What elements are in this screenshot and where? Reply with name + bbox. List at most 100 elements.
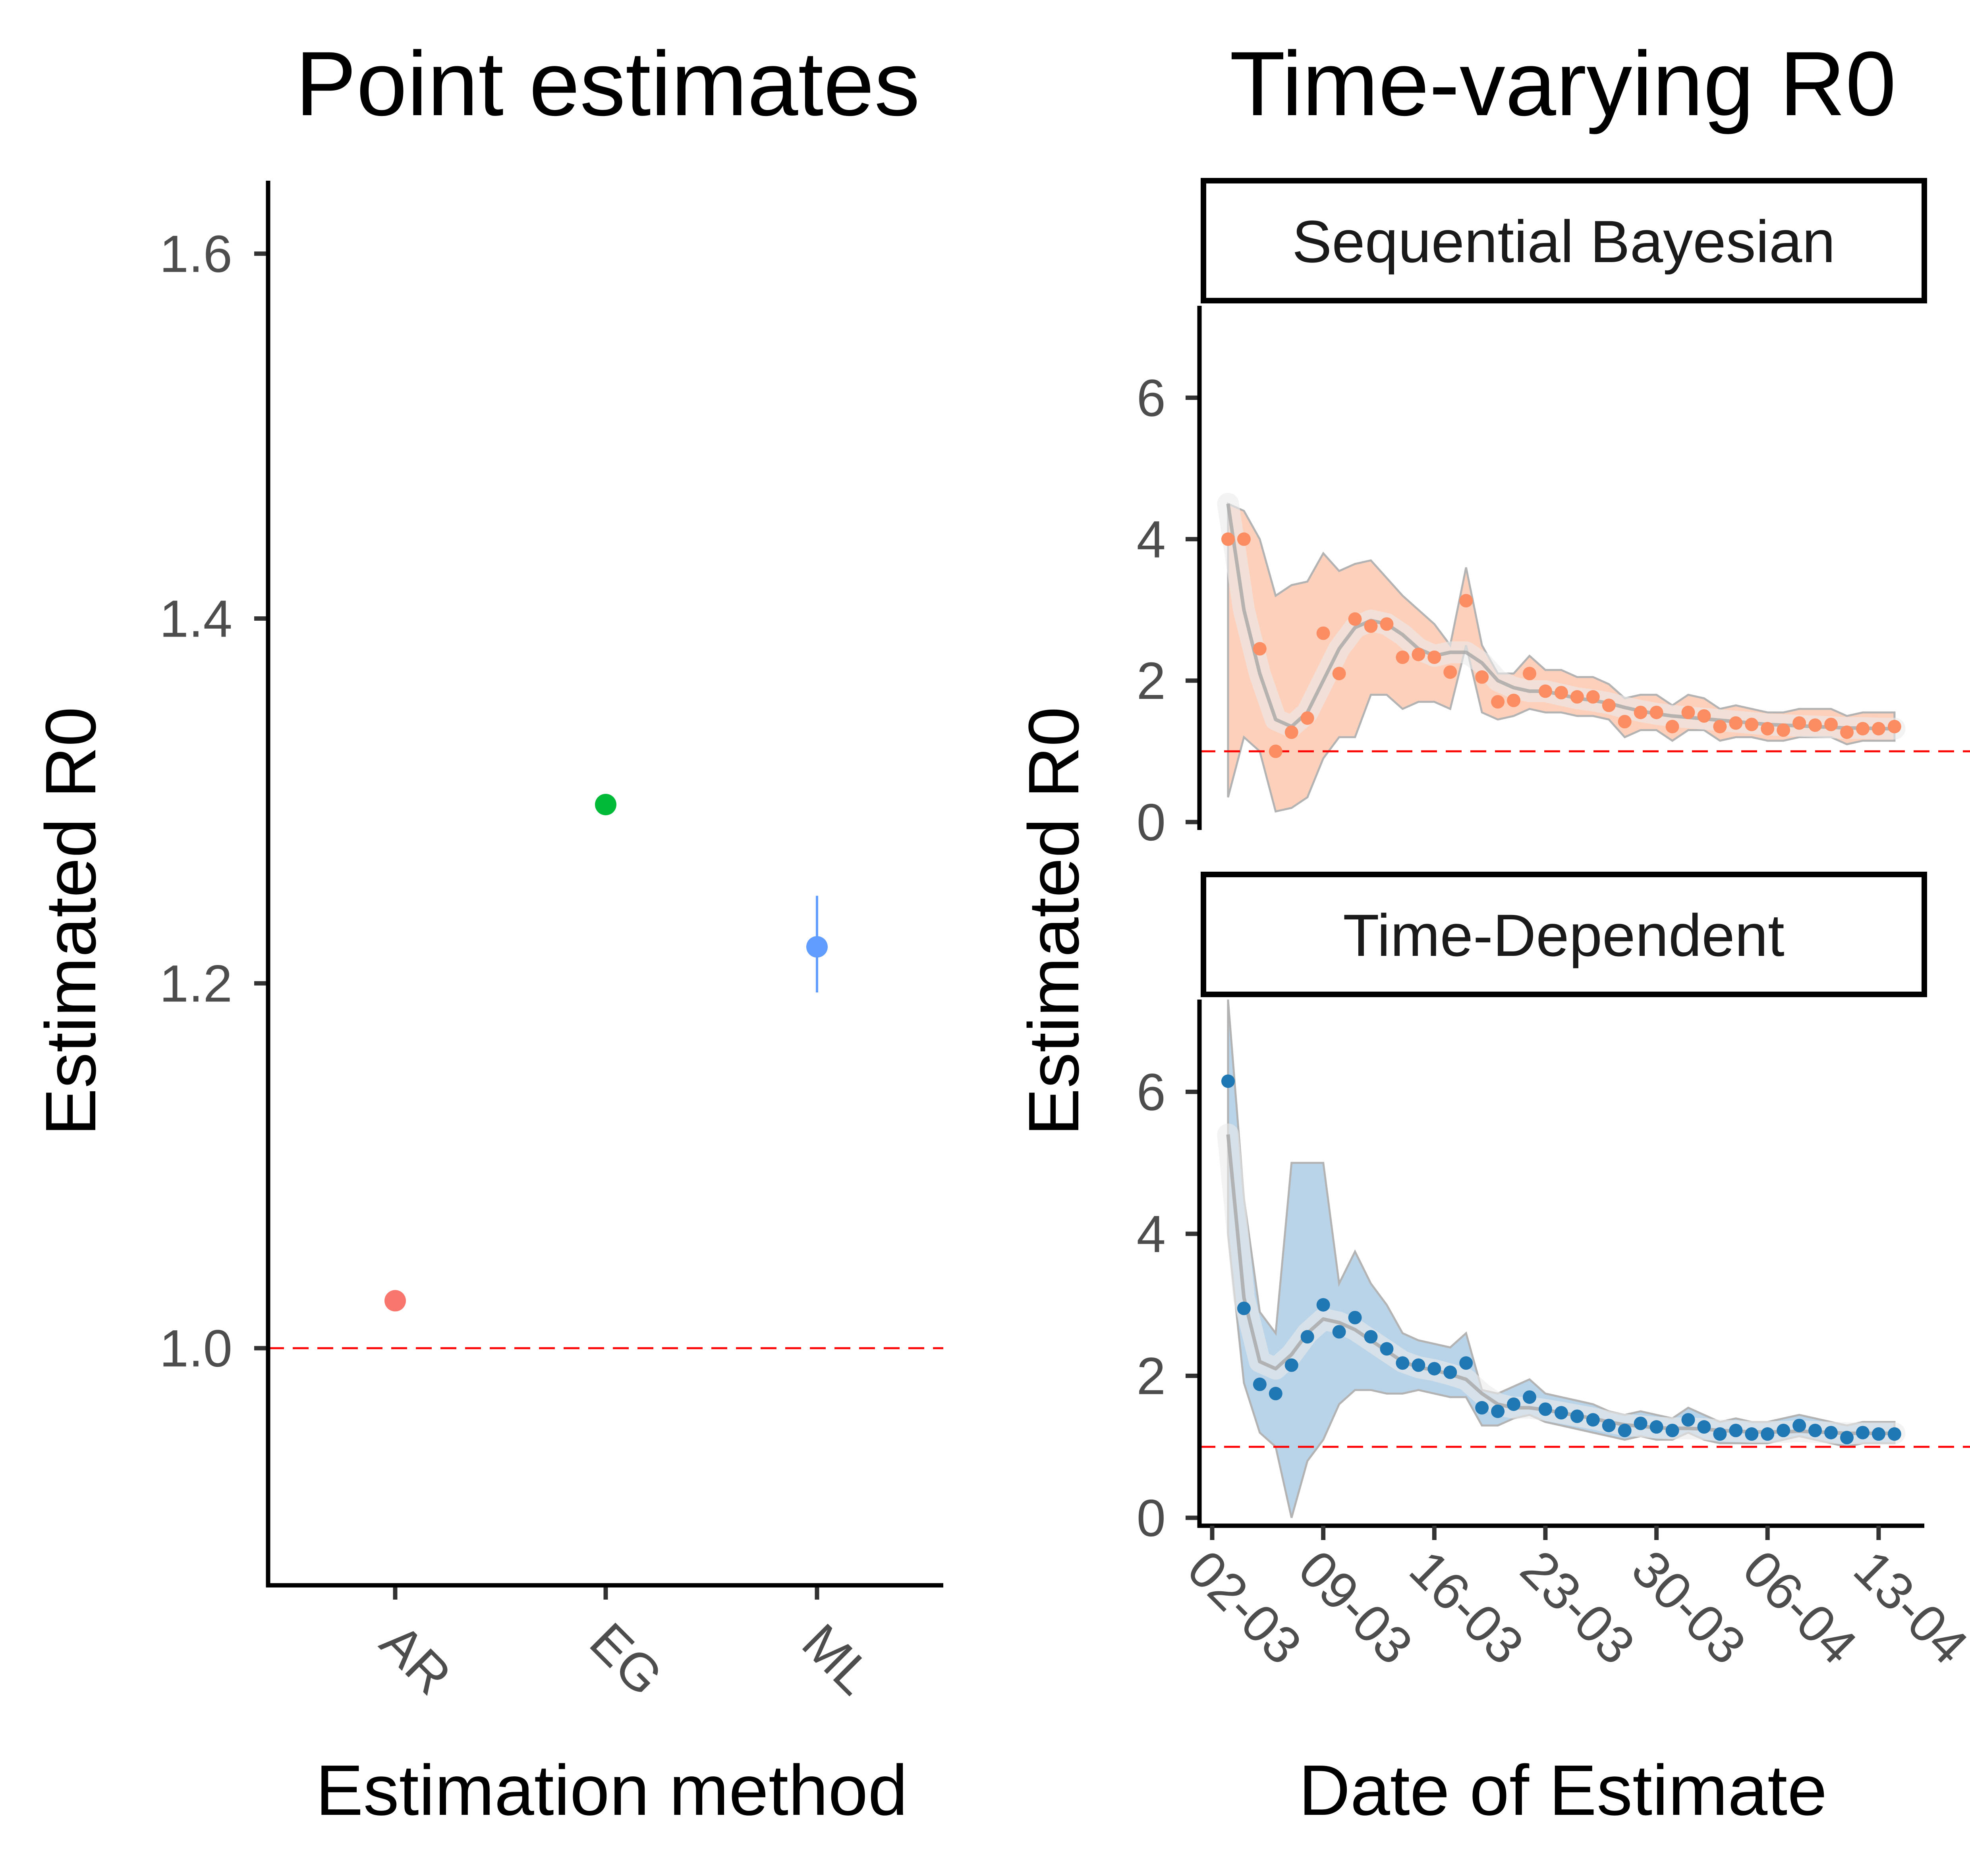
point-sequential-bayesian — [1221, 532, 1235, 546]
point-time-dependent — [1665, 1424, 1679, 1438]
facet-y-ticks-sequential-bayesian: 0 2 4 6 — [1137, 369, 1199, 851]
point-sequential-bayesian — [1649, 705, 1663, 719]
point-time-dependent — [1538, 1402, 1552, 1416]
point-sequential-bayesian — [1332, 667, 1346, 681]
facet-plot-sequential-bayesian — [1199, 493, 1970, 813]
point-sequential-bayesian — [1618, 715, 1632, 729]
point-time-dependent — [1348, 1310, 1362, 1324]
x-tick-label-ar: AR — [369, 1613, 462, 1706]
point-sequential-bayesian — [1856, 722, 1870, 735]
point-time-dependent — [1459, 1356, 1473, 1370]
point-sequential-bayesian — [1459, 594, 1473, 608]
point-sequential-bayesian — [1697, 709, 1711, 723]
facet-y-ticks-time-dependent: 0 2 4 6 — [1137, 1063, 1199, 1547]
point-time-dependent — [1554, 1406, 1568, 1420]
point-time-dependent — [1824, 1426, 1838, 1440]
point-eg — [595, 793, 616, 815]
point-time-dependent — [1300, 1330, 1314, 1344]
point-sequential-bayesian — [1729, 716, 1743, 730]
point-time-dependent — [1491, 1404, 1505, 1418]
point-sequential-bayesian — [1253, 642, 1267, 656]
facet-sequential-bayesian: Sequential Bayesian 0 2 4 6 — [1137, 178, 1970, 851]
x-tick-label-eg: EG — [579, 1612, 674, 1706]
y-tick-label: 1.6 — [160, 225, 233, 283]
point-estimates-marks — [384, 793, 828, 1312]
y-tick-label: 4 — [1137, 1205, 1166, 1263]
time-varying-y-axis-title: Estimated R0 — [1014, 707, 1094, 1136]
point-time-dependent — [1523, 1390, 1536, 1404]
point-sequential-bayesian — [1602, 699, 1616, 712]
point-sequential-bayesian — [1364, 619, 1378, 633]
point-time-dependent — [1427, 1362, 1441, 1376]
point-time-dependent — [1332, 1325, 1346, 1339]
point-time-dependent — [1269, 1387, 1282, 1401]
point-sequential-bayesian — [1745, 718, 1759, 731]
point-sequential-bayesian — [1665, 720, 1679, 733]
point-sequential-bayesian — [1840, 725, 1854, 739]
point-sequential-bayesian — [1348, 612, 1362, 626]
point-sequential-bayesian — [1237, 532, 1251, 546]
point-sequential-bayesian — [1808, 718, 1822, 732]
point-ar — [384, 1290, 406, 1312]
point-sequential-bayesian — [1523, 667, 1536, 681]
point-time-dependent — [1507, 1397, 1521, 1411]
point-sequential-bayesian — [1507, 693, 1521, 707]
x-tick-label: 30-03 — [1621, 1539, 1757, 1675]
y-tick-label: 1.4 — [160, 589, 233, 648]
point-time-dependent — [1887, 1427, 1901, 1441]
point-sequential-bayesian — [1538, 684, 1552, 698]
point-sequential-bayesian — [1713, 720, 1727, 733]
y-tick-label: 2 — [1137, 652, 1166, 710]
point-sequential-bayesian — [1554, 686, 1568, 700]
y-tick-label: 1.2 — [160, 954, 233, 1013]
point-sequential-bayesian — [1824, 718, 1838, 731]
point-time-dependent — [1364, 1330, 1378, 1344]
point-sequential-bayesian — [1887, 720, 1901, 733]
x-tick-label-ml: ML — [791, 1613, 884, 1706]
point-estimates-y-ticks: 1.0 1.2 1.4 1.6 — [160, 225, 268, 1378]
facet-plot-time-dependent — [1199, 999, 1970, 1518]
point-sequential-bayesian — [1570, 690, 1584, 704]
y-tick-label: 6 — [1137, 1063, 1166, 1121]
y-tick-label: 1.0 — [160, 1319, 233, 1378]
point-sequential-bayesian — [1777, 723, 1790, 737]
point-time-dependent — [1872, 1427, 1885, 1441]
time-varying-chart: Time-varying R0 Date of Estimate Estimat… — [1014, 33, 1970, 1830]
time-varying-x-axis-title: Date of Estimate — [1299, 1751, 1827, 1830]
point-sequential-bayesian — [1396, 650, 1410, 664]
confidence-band-sequential-bayesian — [1227, 502, 1896, 813]
point-sequential-bayesian — [1284, 725, 1298, 739]
facet-strip-sequential-bayesian — [1201, 178, 1927, 303]
facet-label-sequential-bayesian: Sequential Bayesian — [1292, 208, 1835, 275]
point-estimates-x-ticks: AR EG ML — [369, 1585, 884, 1706]
point-sequential-bayesian — [1491, 695, 1505, 709]
point-estimates-y-axis-title: Estimated R0 — [31, 707, 111, 1136]
point-time-dependent — [1443, 1365, 1457, 1379]
y-tick-label: 2 — [1137, 1347, 1166, 1405]
point-sequential-bayesian — [1681, 705, 1695, 719]
point-time-dependent — [1634, 1417, 1647, 1430]
point-time-dependent — [1808, 1424, 1822, 1438]
point-time-dependent — [1697, 1420, 1711, 1434]
facet-label-time-dependent: Time-Dependent — [1343, 902, 1785, 969]
point-sequential-bayesian — [1634, 705, 1647, 719]
x-tick-label: 13-04 — [1843, 1539, 1970, 1675]
point-time-dependent — [1856, 1426, 1870, 1440]
point-estimates-title: Point estimates — [296, 33, 920, 135]
point-sequential-bayesian — [1586, 690, 1600, 704]
point-sequential-bayesian — [1761, 722, 1775, 735]
point-sequential-bayesian — [1300, 711, 1314, 725]
point-time-dependent — [1745, 1427, 1759, 1441]
point-time-dependent — [1761, 1427, 1775, 1441]
point-ml — [806, 936, 828, 958]
point-time-dependent — [1586, 1413, 1600, 1427]
point-time-dependent — [1618, 1424, 1632, 1438]
point-sequential-bayesian — [1792, 716, 1806, 730]
point-time-dependent — [1396, 1356, 1410, 1370]
x-tick-label: 06-04 — [1732, 1539, 1868, 1675]
point-estimates-chart: Point estimates Estimation method Estima… — [31, 33, 943, 1830]
point-time-dependent — [1777, 1424, 1790, 1438]
point-time-dependent — [1412, 1358, 1425, 1372]
point-time-dependent — [1602, 1419, 1616, 1432]
